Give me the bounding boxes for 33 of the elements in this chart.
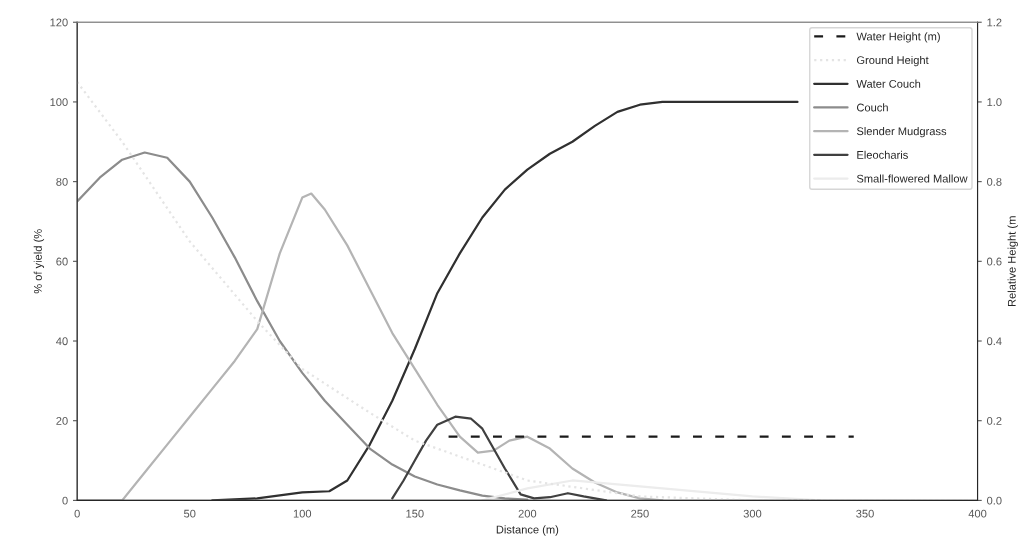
y-tick-label: 60 [56, 257, 68, 266]
legend-label: Water Height (m) [856, 32, 940, 43]
legend-label: Small-flowered Mallow [856, 174, 968, 183]
x-tick-label: 100 [293, 509, 312, 518]
y2-tick-label: 1.2 [987, 18, 1002, 27]
y-tick-label: 0 [62, 496, 68, 505]
y2-tick-label: 0.6 [987, 257, 1002, 266]
legend-label: Slender Mudgrass [856, 127, 947, 138]
y2-tick-label: 0.0 [987, 496, 1002, 505]
x-tick-label: 200 [518, 509, 537, 518]
x-tick-label: 50 [183, 509, 196, 518]
x-tick-label: 350 [856, 509, 874, 518]
x-tick-label: 150 [406, 509, 424, 518]
legend-label: Couch [856, 103, 888, 112]
y2-tick-label: 0.4 [987, 337, 1002, 346]
y-tick-label: 20 [56, 416, 68, 425]
x-tick-label: 300 [743, 509, 762, 518]
legend-label: Water Couch [856, 79, 921, 88]
y-tick-label: 100 [50, 98, 68, 107]
y-axis-title: % of yield (% [33, 229, 45, 294]
y2-axis-title: Relative Height (m [1007, 216, 1018, 307]
y2-tick-label: 0.2 [987, 416, 1002, 425]
y-tick-label: 40 [56, 337, 68, 346]
x-axis-title: Distance (m) [496, 525, 559, 536]
x-tick-label: 400 [968, 509, 987, 518]
legend-label: Eleocharis [857, 150, 908, 159]
y-tick-label: 120 [50, 18, 68, 27]
x-tick-label: 0 [74, 509, 80, 518]
y-tick-label: 80 [56, 177, 68, 186]
x-tick-label: 250 [631, 509, 649, 518]
legend-label: Ground Height [856, 55, 929, 67]
y2-tick-label: 1.0 [987, 98, 1002, 107]
y2-tick-label: 0.8 [987, 177, 1002, 186]
